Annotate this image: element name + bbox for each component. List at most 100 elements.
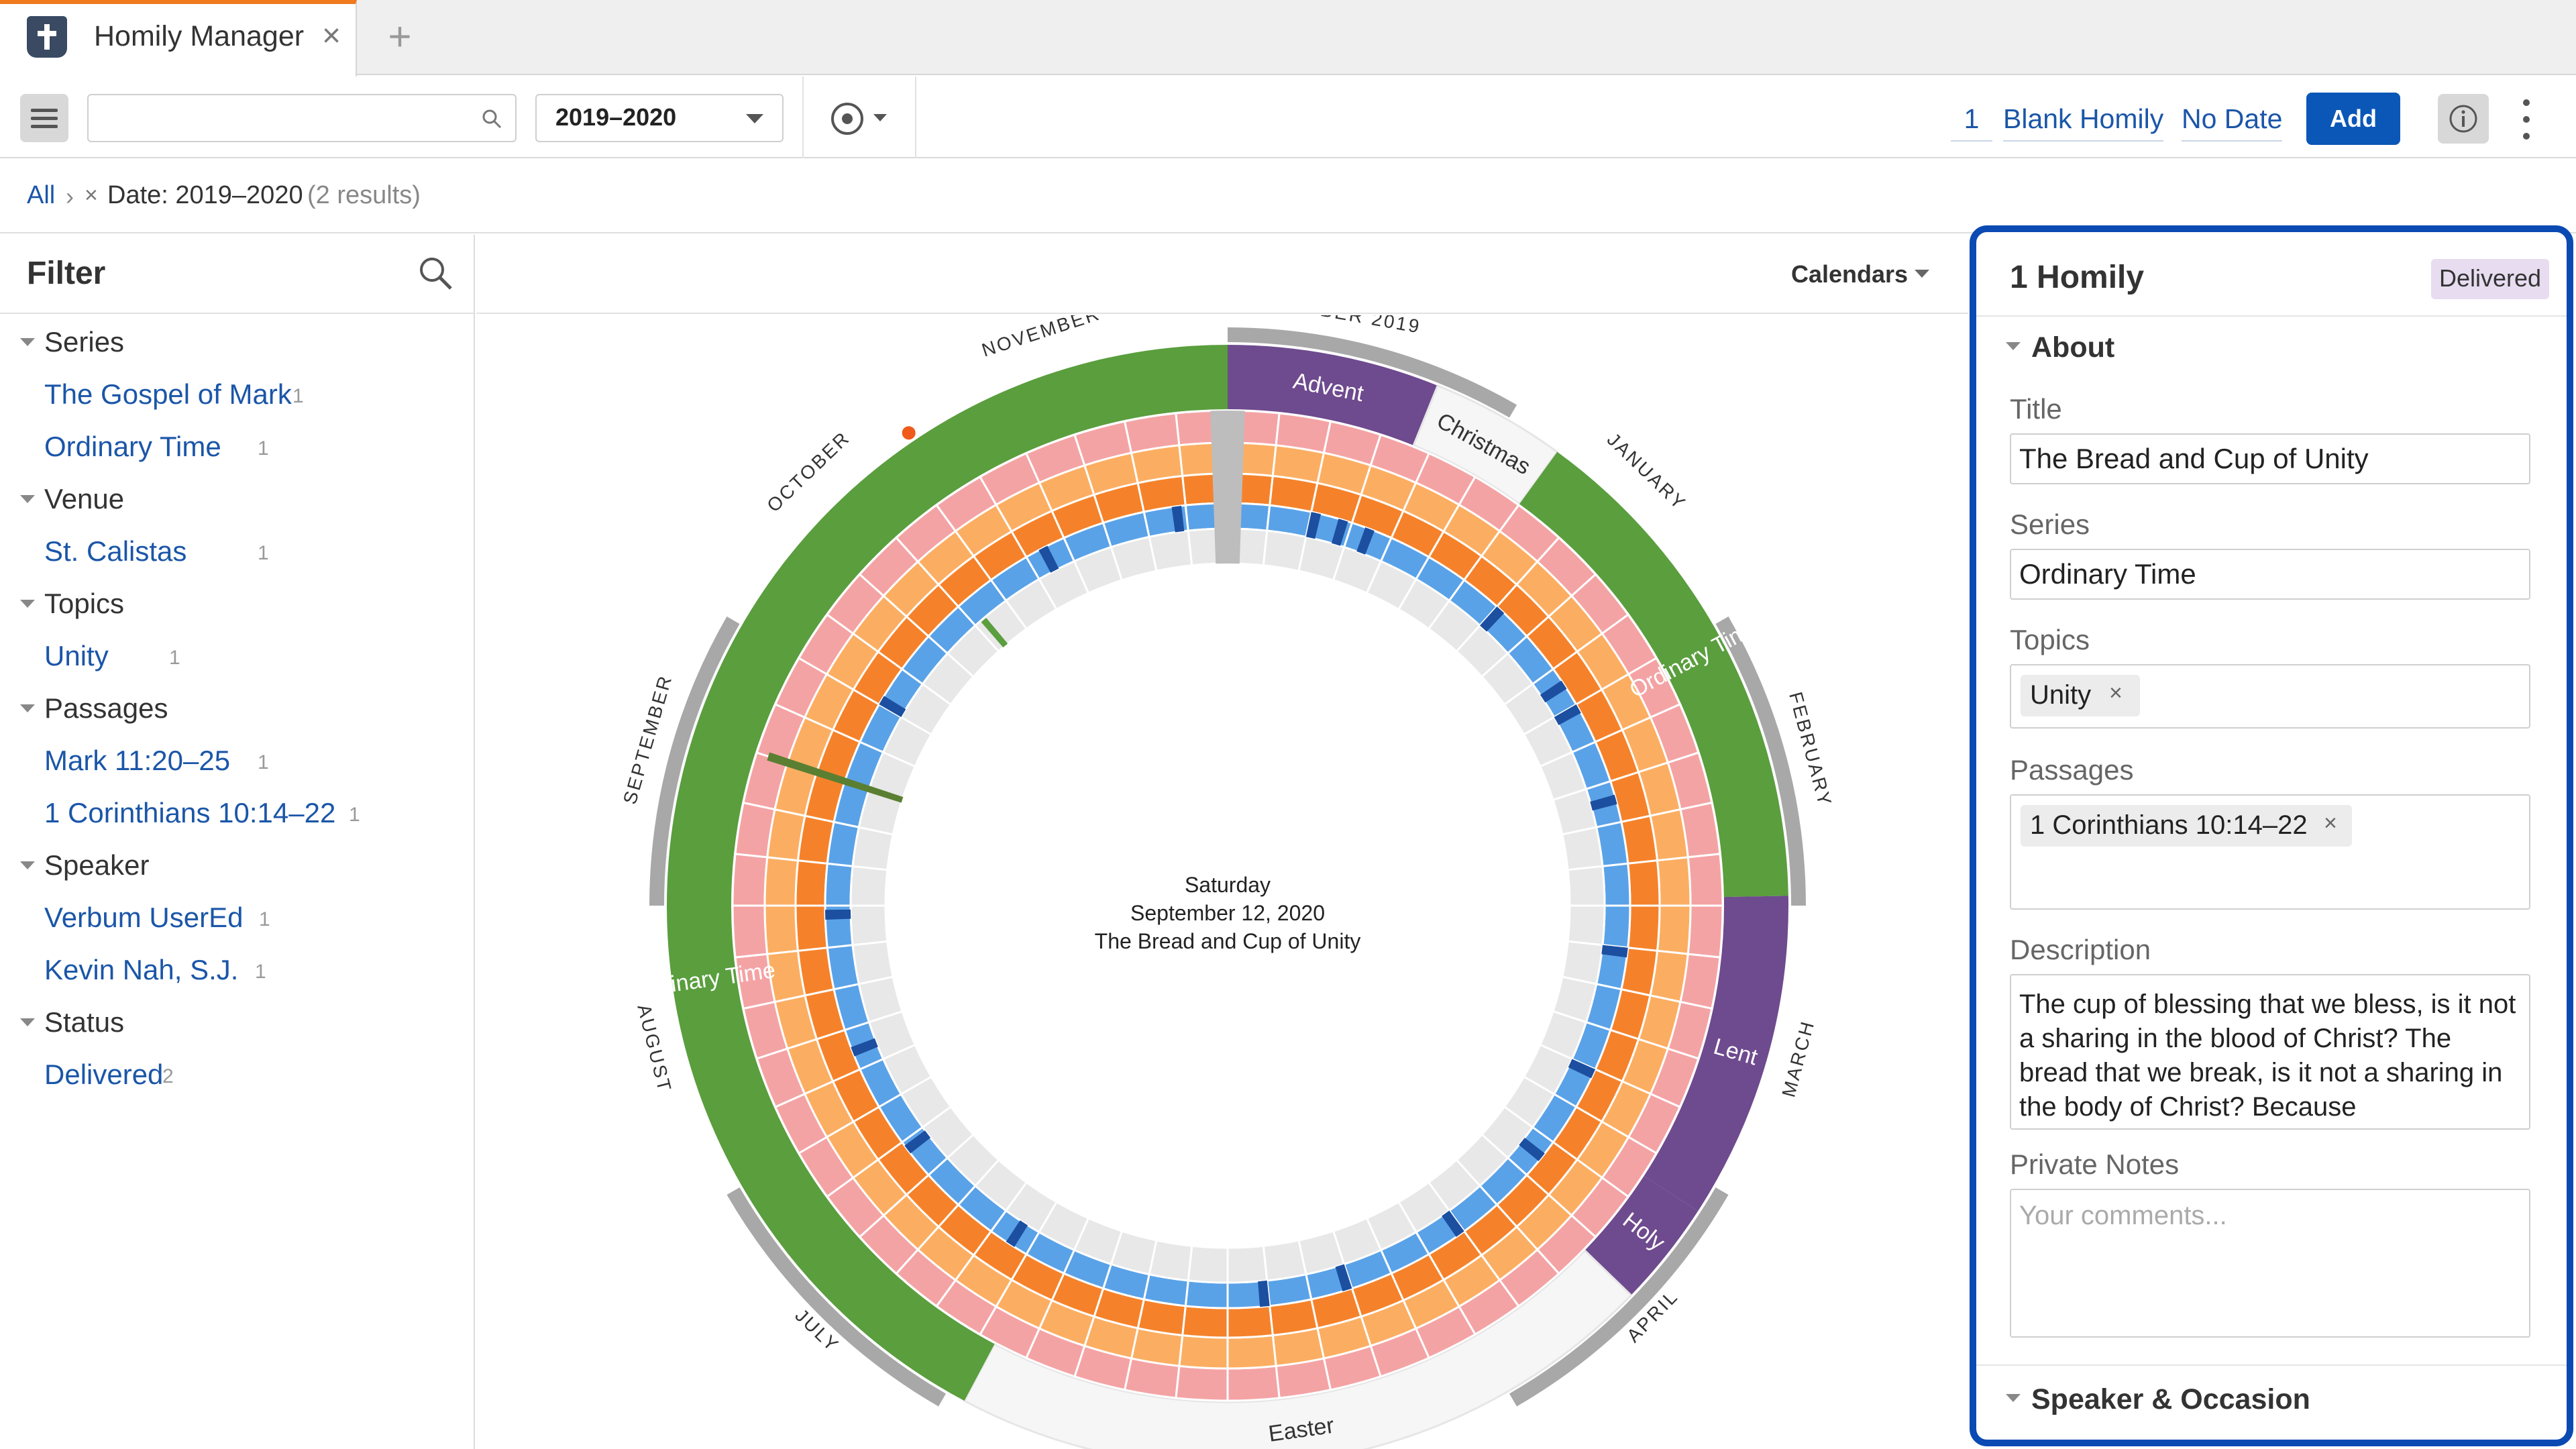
calendar-cell[interactable] — [763, 904, 800, 955]
filter-item[interactable]: The Gospel of Mark — [44, 378, 292, 410]
filter-section-series[interactable]: Series — [44, 326, 125, 358]
calendar-cell[interactable] — [1601, 862, 1631, 907]
homily-tick[interactable] — [825, 909, 851, 920]
filter-item[interactable]: Ordinary Time — [44, 431, 221, 462]
liturgical-calendar-wheel[interactable]: DECEMBER 2019JANUARYFEBRUARYMARCHAPRILJU… — [476, 315, 1968, 1449]
season-ordinary-time[interactable] — [1519, 451, 1788, 898]
calendar-cell[interactable] — [794, 859, 828, 907]
calendar-cell[interactable] — [1175, 1364, 1229, 1402]
today-marker[interactable] — [899, 423, 918, 443]
chevron-down-icon[interactable] — [20, 338, 35, 346]
month-segment[interactable] — [1228, 327, 1517, 418]
calendar-cell[interactable] — [1561, 826, 1604, 871]
calendars-dropdown[interactable]: Calendars — [1791, 260, 1909, 288]
month-segment[interactable] — [727, 1187, 946, 1407]
filter-item[interactable]: St. Calistas — [44, 535, 187, 567]
speaker-section-toggle[interactable]: Speaker & Occasion — [2031, 1383, 2310, 1415]
homily-tick[interactable] — [879, 696, 906, 717]
calendar-cell[interactable] — [824, 862, 854, 907]
homily-tick[interactable] — [1519, 1138, 1545, 1161]
about-section-toggle[interactable]: About — [2031, 331, 2115, 364]
calendar-cell[interactable] — [1178, 1334, 1229, 1370]
homily-count-link[interactable]: 1 — [1951, 103, 1992, 142]
homily-tick[interactable] — [1554, 704, 1581, 725]
more-options-icon[interactable] — [2520, 98, 2533, 141]
info-button[interactable] — [2438, 94, 2489, 144]
season-ordinary-time[interactable] — [667, 345, 1228, 1401]
calendar-cell[interactable] — [851, 940, 894, 985]
filter-item[interactable]: Delivered — [44, 1059, 164, 1090]
filter-section-venue[interactable]: Venue — [44, 483, 125, 515]
menu-button[interactable] — [20, 94, 68, 142]
chevron-down-icon[interactable] — [20, 1018, 35, 1026]
calendar-cell[interactable] — [763, 856, 800, 907]
filter-section-passages[interactable]: Passages — [44, 692, 168, 724]
homily-tick[interactable] — [1480, 606, 1505, 632]
calendar-cell[interactable] — [731, 853, 769, 907]
calendar-cell[interactable] — [1627, 859, 1661, 907]
calendar-cell[interactable] — [1226, 1364, 1281, 1402]
chevron-down-icon[interactable] — [2006, 342, 2021, 350]
calendar-cell[interactable] — [1184, 1279, 1229, 1309]
selected-date-marker[interactable] — [767, 752, 904, 803]
homily-tick[interactable] — [1601, 945, 1628, 958]
tab-close-icon[interactable]: × — [321, 18, 341, 54]
filter-section-speaker[interactable]: Speaker — [44, 849, 150, 881]
filter-section-status[interactable]: Status — [44, 1006, 125, 1038]
homily-tick[interactable] — [1356, 527, 1375, 555]
chevron-down-icon[interactable] — [20, 600, 35, 608]
breadcrumb-all-link[interactable]: All — [27, 181, 56, 209]
calendar-cell[interactable] — [1566, 904, 1606, 947]
calendar-cell[interactable] — [1226, 1334, 1277, 1370]
calendar-cell[interactable] — [1148, 529, 1193, 572]
calendar-cell[interactable] — [1686, 853, 1724, 907]
calendar-cell[interactable] — [1187, 1244, 1229, 1284]
homily-tick[interactable] — [1335, 1264, 1352, 1291]
calendar-cell[interactable] — [1686, 904, 1724, 959]
chevron-down-icon[interactable] — [2006, 1394, 2021, 1402]
homily-tick[interactable] — [1171, 505, 1185, 533]
month-segment[interactable] — [649, 616, 740, 906]
homily-tick[interactable] — [1442, 1210, 1464, 1237]
season-advent[interactable] — [1228, 345, 1438, 445]
chevron-down-icon[interactable] — [873, 114, 887, 121]
description-field[interactable] — [2010, 974, 2530, 1130]
filter-item[interactable]: Unity — [44, 640, 109, 672]
filter-item[interactable]: Kevin Nah, S.J. — [44, 954, 239, 985]
calendar-cell[interactable] — [1262, 1239, 1307, 1282]
search-icon[interactable] — [480, 107, 503, 130]
homily-tick[interactable] — [1568, 1059, 1596, 1079]
calendar-cell[interactable] — [849, 904, 889, 947]
chevron-down-icon[interactable] — [1915, 270, 1929, 278]
chevron-down-icon[interactable] — [20, 704, 35, 712]
blank-homily-link[interactable]: Blank Homily — [2003, 103, 2164, 142]
calendar-cell[interactable] — [731, 904, 769, 959]
calendar-cell[interactable] — [1566, 865, 1606, 907]
search-input[interactable] — [87, 94, 517, 142]
series-field[interactable] — [2010, 549, 2530, 600]
title-field[interactable] — [2010, 433, 2530, 484]
chevron-down-icon[interactable] — [20, 861, 35, 869]
homily-tick[interactable] — [1006, 1220, 1028, 1247]
season-lent[interactable] — [1644, 896, 1788, 1212]
homily-tick[interactable] — [1331, 519, 1348, 546]
year-start-marker[interactable] — [1210, 411, 1245, 564]
event-marker[interactable] — [981, 618, 1008, 648]
homily-tick[interactable] — [851, 1038, 878, 1057]
homily-tick[interactable] — [1038, 545, 1059, 573]
year-select[interactable] — [535, 94, 784, 142]
filter-item[interactable]: 1 Corinthians 10:14–22 — [44, 797, 336, 828]
remove-filter-icon[interactable]: × — [85, 182, 98, 208]
add-button[interactable]: Add — [2306, 93, 2400, 145]
calendar-cell[interactable] — [1181, 1305, 1229, 1339]
season-holy-week[interactable] — [1585, 1176, 1699, 1295]
filter-section-topics[interactable]: Topics — [44, 588, 125, 619]
calendar-cell[interactable] — [1226, 1244, 1269, 1284]
search-icon[interactable] — [416, 254, 455, 292]
calendar-cell[interactable] — [1601, 904, 1631, 949]
calendar-cell[interactable] — [1656, 856, 1692, 907]
calendar-cell[interactable] — [849, 865, 889, 907]
homily-tick[interactable] — [904, 1130, 931, 1154]
new-tab-icon[interactable]: + — [388, 14, 412, 59]
chevron-down-icon[interactable] — [20, 495, 35, 503]
